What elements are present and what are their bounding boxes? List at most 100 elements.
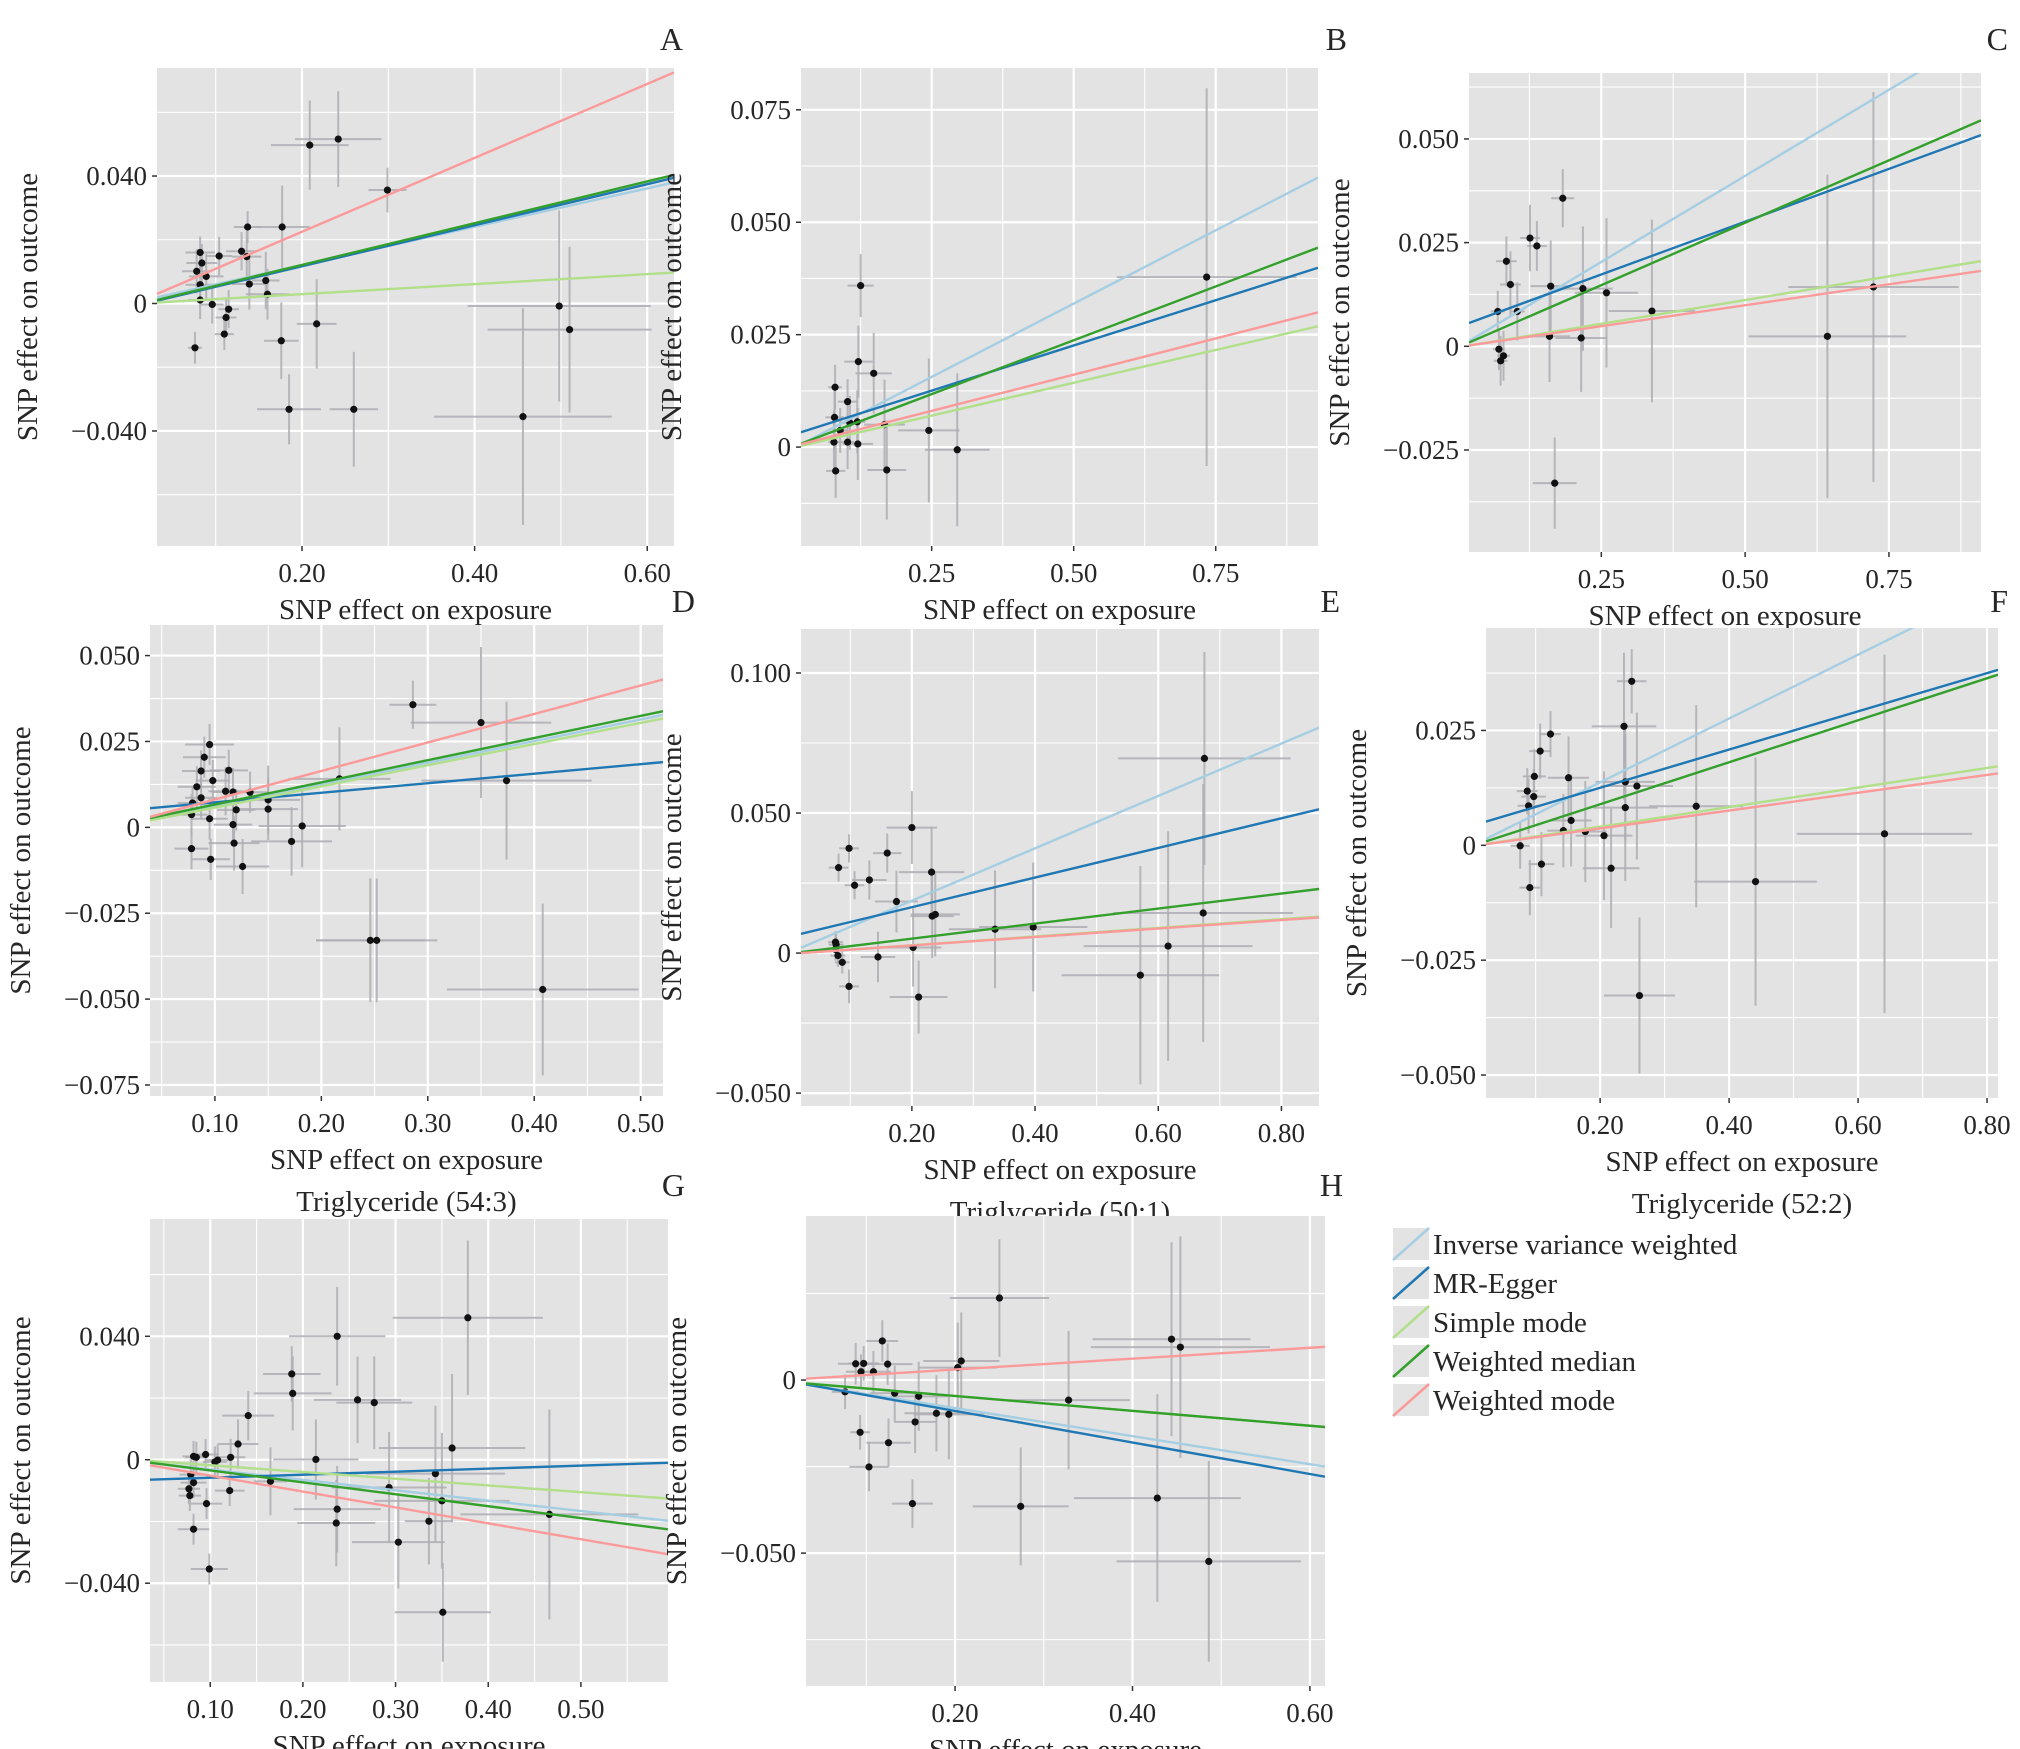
data-point xyxy=(502,777,511,785)
data-point xyxy=(908,823,916,832)
data-point xyxy=(214,1456,222,1464)
panel-e: 0.20 0.40 0.60 0.80 −0.050 0 0.050 0.100 SNP eff… xyxy=(656,583,1340,1228)
x-tick-label: 0.50 xyxy=(557,1694,604,1724)
data-point xyxy=(830,438,838,446)
x-tick-label: 0.40 xyxy=(465,1694,512,1724)
data-point xyxy=(884,1439,893,1447)
data-point xyxy=(237,247,246,255)
data-point xyxy=(189,1525,198,1533)
regression-line-simple-mode xyxy=(150,1459,668,1500)
data-point xyxy=(915,993,923,1001)
data-point xyxy=(225,766,233,774)
x-tick-label: 0.20 xyxy=(279,1694,326,1724)
x-axis-title: SNP effect on exposure xyxy=(270,1144,543,1176)
data-point xyxy=(838,958,846,966)
y-tick-label: 0 xyxy=(778,432,792,462)
regression-line-simple-mode xyxy=(157,271,674,304)
y-tick-label: 0.025 xyxy=(1415,715,1476,745)
data-point xyxy=(519,413,527,421)
exposure-title: Triglyceride (52:2) xyxy=(1632,1188,1852,1220)
regression-line-weighted-median xyxy=(1469,119,1981,344)
data-point xyxy=(206,815,214,823)
gridlines xyxy=(150,1219,668,1682)
data-point xyxy=(220,330,228,338)
x-tick-label: 0.60 xyxy=(1834,1110,1881,1140)
y-tick-label: 0 xyxy=(783,1365,797,1395)
plot-background xyxy=(801,68,1318,546)
data-point xyxy=(238,862,247,871)
data-point xyxy=(207,855,215,863)
data-point xyxy=(1533,242,1541,250)
data-point xyxy=(313,320,321,328)
x-axis-title: SNP effect on exposure xyxy=(923,1154,1196,1186)
x-tick-label: 0.50 xyxy=(617,1108,664,1138)
regression-line-ivw xyxy=(1469,73,1920,343)
y-tick-label: −0.025 xyxy=(1383,435,1459,465)
data-point xyxy=(860,1359,868,1368)
data-point xyxy=(874,953,882,961)
data-point xyxy=(1823,332,1831,340)
data-point xyxy=(1502,257,1510,265)
regression-line-weighted-mode xyxy=(1486,772,1998,846)
data-point xyxy=(208,300,216,309)
data-point xyxy=(334,135,342,143)
data-point xyxy=(1621,804,1629,812)
y-axis-title: SNP effect on outcome xyxy=(12,173,44,441)
data-point xyxy=(1136,971,1144,979)
y-tick-label: 0.075 xyxy=(730,95,791,125)
data-point xyxy=(865,1463,873,1471)
gridlines xyxy=(1486,628,1998,1098)
y-tick-label: −0.025 xyxy=(1400,945,1476,975)
data-point xyxy=(1506,280,1515,289)
panel-c: 0.25 0.50 0.75 −0.025 0 0.025 0.050 SNP effect … xyxy=(1324,21,2008,674)
regression-line-egger xyxy=(801,266,1318,434)
regression-line-ivw xyxy=(801,176,1318,446)
x-axis-title: SNP effect on exposure xyxy=(272,1730,545,1749)
regression-line-weighted-mode xyxy=(150,678,663,819)
gridlines xyxy=(806,1216,1325,1686)
x-tick-label: 0.75 xyxy=(1865,564,1912,594)
data-point xyxy=(1579,285,1587,293)
panel-a: 0.20 0.40 0.60 −0.040 0 0.040 SNP effect on ex… xyxy=(12,21,683,668)
data-point xyxy=(892,897,901,906)
data-point xyxy=(852,1360,860,1368)
data-point xyxy=(200,753,208,761)
data-point xyxy=(1017,1502,1025,1510)
data-point xyxy=(1200,754,1209,763)
data-point xyxy=(856,1428,864,1436)
x-tick-label: 0.10 xyxy=(191,1108,238,1138)
data-point xyxy=(1523,787,1531,795)
data-point xyxy=(288,1370,296,1378)
data-point xyxy=(1564,774,1573,782)
data-point xyxy=(1633,782,1641,790)
data-point xyxy=(366,936,374,944)
y-tick-label: 0.040 xyxy=(86,161,147,191)
y-tick-label: 0 xyxy=(127,1445,141,1475)
data-point xyxy=(1199,909,1207,917)
data-point xyxy=(394,1538,402,1546)
data-point xyxy=(1516,842,1524,850)
data-point xyxy=(285,405,293,413)
data-point xyxy=(1497,357,1505,365)
regression-lines xyxy=(150,678,663,822)
data-point xyxy=(1600,832,1608,840)
data-point xyxy=(230,839,238,847)
data-point xyxy=(1495,345,1503,353)
regression-line-weighted-median xyxy=(801,887,1319,954)
y-tick-label: 0.025 xyxy=(1398,228,1459,258)
data-point xyxy=(1559,194,1567,202)
data-point xyxy=(409,701,417,709)
data-point xyxy=(244,1412,252,1420)
gridlines xyxy=(801,629,1319,1106)
x-tick-label: 0.25 xyxy=(1578,564,1625,594)
y-tick-label: −0.075 xyxy=(64,1070,140,1100)
data-point xyxy=(373,936,381,944)
data-point xyxy=(287,837,296,846)
data-point xyxy=(234,1440,242,1448)
data-point xyxy=(1526,234,1534,242)
x-tick-label: 0.40 xyxy=(451,558,498,588)
data-point xyxy=(277,337,285,345)
regression-line-ivw xyxy=(806,1383,1325,1468)
data-point xyxy=(1607,864,1615,872)
data-point xyxy=(192,1453,200,1461)
